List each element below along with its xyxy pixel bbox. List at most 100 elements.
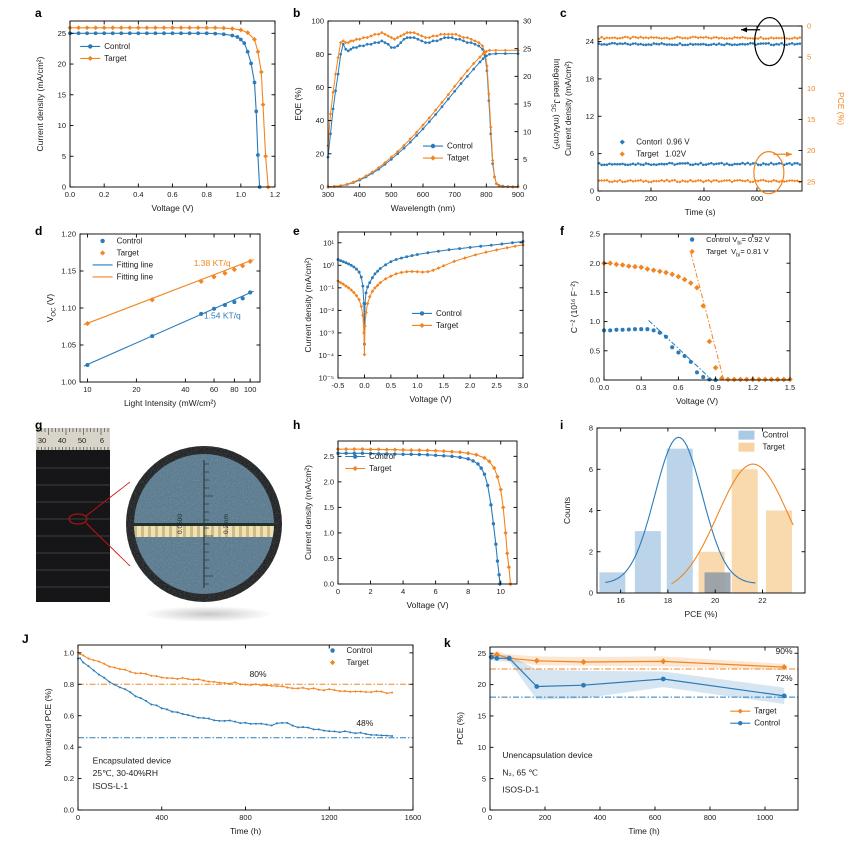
svg-text:0.2: 0.2 — [64, 774, 74, 783]
svg-text:PCE (%): PCE (%) — [836, 92, 846, 125]
svg-text:30: 30 — [38, 436, 46, 445]
svg-text:Integrated JSC​ (mA/cm²): Integrated JSC​ (mA/cm²) — [549, 59, 560, 150]
svg-text:2.0: 2.0 — [465, 381, 475, 390]
svg-text:80: 80 — [316, 50, 324, 59]
svg-text:10⁰: 10⁰ — [323, 261, 334, 270]
svg-text:20: 20 — [478, 680, 486, 689]
svg-text:0.3: 0.3 — [636, 383, 646, 392]
svg-text:18: 18 — [586, 75, 594, 84]
svg-text:10⁻¹: 10⁻¹ — [319, 283, 334, 292]
svg-text:800: 800 — [704, 813, 717, 822]
svg-text:Current density (mA/cm²): Current density (mA/cm²) — [303, 465, 313, 560]
svg-text:Contorl 0.96 V: Contorl 0.96 V — [636, 138, 690, 147]
svg-text:600: 600 — [649, 813, 662, 822]
svg-text:0.2mm: 0.2mm — [223, 514, 230, 534]
svg-text:Target 1.02V: Target 1.02V — [636, 150, 686, 159]
svg-text:1.2: 1.2 — [748, 383, 758, 392]
svg-text:10: 10 — [807, 84, 815, 93]
svg-text:0: 0 — [62, 183, 66, 192]
svg-text:0.4: 0.4 — [133, 190, 143, 199]
svg-text:6: 6 — [589, 465, 593, 474]
svg-text:0: 0 — [336, 587, 340, 596]
svg-text:1.0: 1.0 — [64, 648, 74, 657]
svg-text:40: 40 — [181, 385, 189, 394]
svg-text:10¹: 10¹ — [323, 238, 334, 247]
svg-text:400: 400 — [353, 190, 366, 199]
svg-text:6: 6 — [434, 587, 438, 596]
svg-text:200: 200 — [645, 194, 658, 203]
svg-text:2.5: 2.5 — [324, 452, 334, 461]
svg-text:5: 5 — [62, 152, 66, 161]
svg-text:25: 25 — [807, 177, 815, 186]
svg-text:6: 6 — [590, 149, 594, 158]
svg-text:1000: 1000 — [757, 813, 774, 822]
svg-text:0: 0 — [807, 22, 811, 31]
svg-text:1.0: 1.0 — [590, 317, 600, 326]
svg-text:Target: Target — [117, 248, 140, 257]
svg-text:60: 60 — [210, 385, 218, 394]
svg-text:10⁻²: 10⁻² — [319, 306, 334, 315]
panel-d: 10 20 40 60 80 100 1.00 1.05 1.10 1.15 1.20 Light I… — [30, 222, 285, 412]
svg-text:5: 5 — [482, 774, 486, 783]
svg-text:72%: 72% — [775, 673, 792, 683]
svg-text:Current density (mA/cm²): Current density (mA/cm²) — [35, 56, 45, 151]
svg-text:Light Intensity (mW/cm²): Light Intensity (mW/cm²) — [124, 398, 216, 408]
panel-label-a: a — [35, 6, 42, 20]
svg-text:40: 40 — [58, 436, 66, 445]
svg-text:0.2: 0.2 — [99, 190, 109, 199]
svg-text:100: 100 — [311, 17, 324, 26]
svg-text:0: 0 — [523, 183, 527, 192]
svg-text:Time (h): Time (h) — [230, 826, 261, 836]
svg-text:0.6: 0.6 — [64, 711, 74, 720]
svg-text:24: 24 — [586, 37, 594, 46]
svg-text:Target: Target — [347, 658, 370, 667]
svg-text:5: 5 — [523, 155, 527, 164]
svg-text:Control: Control — [117, 236, 143, 245]
svg-text:Control: Control — [369, 452, 395, 461]
svg-text:10: 10 — [58, 121, 66, 130]
svg-text:10: 10 — [478, 743, 486, 752]
svg-text:25: 25 — [478, 649, 486, 658]
svg-text:0.0: 0.0 — [599, 383, 609, 392]
panel-label-h: h — [293, 418, 301, 432]
svg-text:16: 16 — [616, 596, 624, 605]
photo-module-microscope: 30 40 50 6 0.0500 0.2mm — [36, 428, 282, 622]
svg-text:2.0: 2.0 — [590, 259, 600, 268]
svg-text:25: 25 — [523, 44, 531, 53]
svg-text:0.0: 0.0 — [359, 381, 369, 390]
svg-text:1200: 1200 — [321, 813, 338, 822]
svg-text:Control: Control — [447, 142, 473, 151]
svg-text:0.0: 0.0 — [64, 806, 74, 815]
svg-text:15: 15 — [807, 115, 815, 124]
svg-text:ISOS-D-1: ISOS-D-1 — [502, 784, 539, 794]
svg-text:1.5: 1.5 — [590, 288, 600, 297]
svg-text:80%: 80% — [250, 669, 267, 679]
svg-text:400: 400 — [594, 813, 607, 822]
panel-i: 16 18 20 22 0 2 4 6 8 PCE (%) Counts Control Target — [560, 416, 860, 628]
svg-text:Tatget: Tatget — [447, 154, 470, 163]
svg-text:10⁻⁵: 10⁻⁵ — [319, 374, 334, 383]
chart-mott-schottky: 0.0 0.3 0.6 0.9 1.2 1.5 0.0 0.5 1.0 1.5 2.0 2.5 Volt… — [569, 230, 795, 406]
svg-text:50: 50 — [78, 436, 86, 445]
svg-text:0: 0 — [596, 194, 600, 203]
svg-text:0.6: 0.6 — [167, 190, 177, 199]
svg-text:8: 8 — [589, 424, 593, 433]
svg-text:Voltage (V): Voltage (V) — [151, 203, 193, 213]
svg-text:Control: Control — [104, 42, 130, 51]
svg-text:4: 4 — [589, 506, 593, 515]
svg-text:Control: Control — [347, 646, 373, 655]
svg-text:ISOS-L-1: ISOS-L-1 — [93, 781, 129, 791]
svg-text:0: 0 — [488, 813, 492, 822]
svg-text:3.0: 3.0 — [518, 381, 528, 390]
svg-text:800: 800 — [239, 813, 252, 822]
svg-text:10⁻³: 10⁻³ — [319, 329, 334, 338]
svg-text:10: 10 — [83, 385, 91, 394]
panel-h: 0 2 4 6 8 10 0.0 0.5 1.0 1.5 2.0 2.5 Voltage (V) Curr… — [290, 416, 560, 628]
svg-text:Control: Control — [762, 431, 788, 440]
svg-text:2.0: 2.0 — [324, 477, 334, 486]
svg-text:EQE (%): EQE (%) — [293, 87, 303, 121]
svg-text:500: 500 — [385, 190, 398, 199]
chart-eqe: 300 400 500 600 700 800 9000204060801000510152… — [293, 17, 560, 213]
svg-text:30: 30 — [523, 17, 531, 26]
svg-text:Target Vbi​= 0.81 V: Target Vbi​= 0.81 V — [706, 247, 768, 259]
